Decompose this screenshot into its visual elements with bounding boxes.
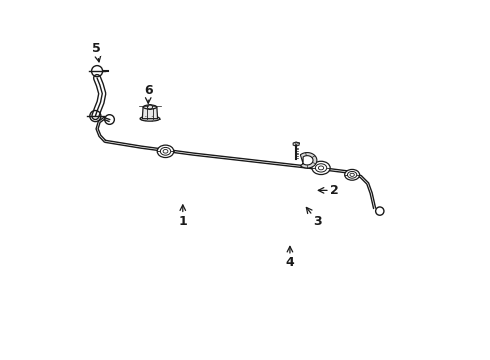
Polygon shape (142, 107, 158, 119)
Text: 5: 5 (92, 42, 101, 62)
Text: 2: 2 (318, 184, 339, 197)
Polygon shape (300, 153, 317, 168)
Text: 4: 4 (286, 246, 294, 269)
Ellipse shape (157, 145, 174, 158)
Polygon shape (293, 142, 299, 146)
Ellipse shape (344, 170, 360, 180)
Text: 1: 1 (178, 205, 187, 228)
Text: 6: 6 (144, 84, 152, 103)
Ellipse shape (143, 105, 157, 109)
Text: 3: 3 (306, 207, 322, 228)
Ellipse shape (312, 161, 330, 175)
Ellipse shape (140, 116, 160, 121)
